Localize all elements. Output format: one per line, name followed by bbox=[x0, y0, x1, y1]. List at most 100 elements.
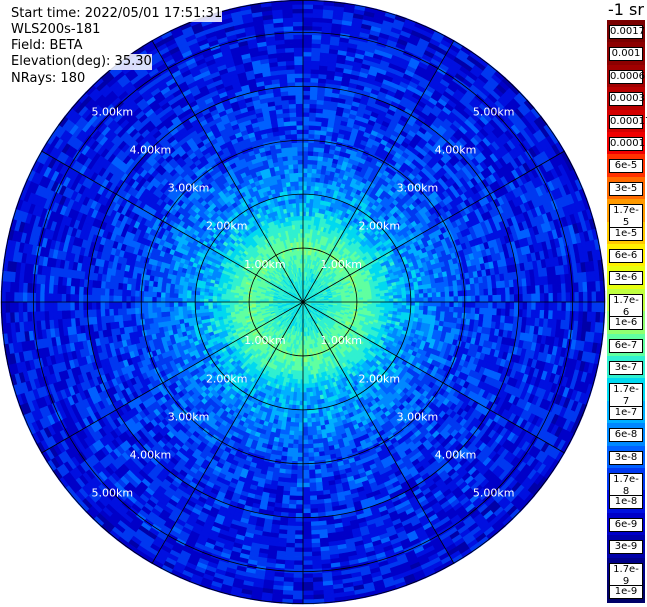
beta-cell bbox=[561, 301, 567, 312]
beta-cell bbox=[531, 293, 537, 303]
beta-cell bbox=[548, 301, 554, 312]
beta-cell bbox=[308, 133, 316, 139]
beta-cell bbox=[526, 285, 532, 295]
beta-cell bbox=[302, 211, 307, 217]
beta-cell bbox=[431, 292, 437, 298]
beta-cell bbox=[311, 34, 322, 40]
beta-cell bbox=[384, 295, 390, 300]
beta-cell bbox=[302, 189, 308, 195]
beta-cell bbox=[401, 305, 407, 310]
beta-cell bbox=[526, 301, 532, 311]
beta-cell bbox=[312, 159, 319, 166]
beta-cell bbox=[313, 146, 320, 153]
beta-cell bbox=[302, 34, 313, 40]
beta-cell bbox=[492, 301, 498, 310]
beta-cell bbox=[544, 301, 550, 311]
beta-cell bbox=[474, 289, 481, 297]
beta-cell bbox=[539, 309, 545, 320]
beta-cell bbox=[453, 290, 459, 298]
beta-cell bbox=[452, 312, 459, 319]
beta-cell bbox=[448, 311, 454, 319]
beta-cell bbox=[526, 293, 532, 303]
beta-cell bbox=[466, 289, 472, 297]
beta-cell bbox=[414, 293, 420, 299]
beta-cell bbox=[311, 38, 322, 45]
beta-cell bbox=[302, 202, 307, 208]
beta-cell bbox=[440, 306, 446, 313]
beta-cell bbox=[397, 298, 403, 303]
beta-cell bbox=[522, 293, 528, 303]
beta-cell bbox=[427, 288, 433, 294]
beta-cell bbox=[444, 291, 450, 298]
beta-cell bbox=[560, 310, 567, 321]
beta-cell bbox=[419, 297, 425, 303]
beta-cell bbox=[302, 219, 307, 225]
beta-cell bbox=[548, 292, 554, 303]
beta-cell bbox=[513, 301, 520, 310]
beta-cell bbox=[422, 310, 429, 316]
beta-cell bbox=[544, 293, 550, 303]
beta-cell bbox=[500, 287, 506, 296]
beta-cell bbox=[414, 301, 420, 307]
beta-cell bbox=[444, 296, 450, 303]
beta-cell bbox=[310, 64, 320, 70]
beta-cell bbox=[435, 311, 442, 317]
beta-cell bbox=[302, 163, 309, 169]
beta-cell bbox=[436, 301, 442, 308]
beta-cell bbox=[302, 133, 310, 139]
beta-cell bbox=[302, 60, 312, 66]
beta-cell bbox=[302, 90, 311, 96]
beta-cell bbox=[302, 73, 312, 79]
beta-cell bbox=[418, 305, 425, 311]
beta-cell bbox=[513, 294, 520, 303]
beta-cell bbox=[414, 305, 420, 311]
beta-cell bbox=[595, 291, 601, 303]
beta-cell bbox=[302, 77, 312, 83]
beta-cell bbox=[307, 163, 313, 169]
beta-cell bbox=[302, 155, 309, 161]
beta-cell bbox=[302, 167, 308, 173]
beta-cell bbox=[539, 301, 545, 311]
beta-cell bbox=[309, 107, 317, 113]
beta-cell bbox=[302, 81, 311, 87]
beta-cell bbox=[302, 150, 309, 156]
beta-cell bbox=[488, 295, 494, 303]
beta-cell bbox=[302, 94, 311, 100]
beta-cell bbox=[310, 68, 320, 75]
beta-cell bbox=[307, 168, 313, 174]
beta-cell bbox=[310, 77, 319, 83]
beta-cell bbox=[436, 306, 442, 312]
beta-cell bbox=[492, 308, 498, 316]
beta-cell bbox=[556, 283, 563, 294]
beta-cell bbox=[431, 306, 437, 312]
beta-cell bbox=[466, 307, 472, 315]
beta-cell bbox=[483, 308, 489, 316]
beta-cell bbox=[310, 60, 321, 66]
beta-cell bbox=[504, 287, 511, 296]
beta-cell bbox=[475, 295, 481, 303]
beta-cell bbox=[470, 307, 476, 315]
beta-cell bbox=[311, 42, 322, 49]
beta-cell bbox=[312, 151, 320, 157]
beta-cell bbox=[375, 298, 381, 303]
beta-cell bbox=[539, 293, 545, 303]
beta-cell bbox=[405, 305, 412, 310]
beta-cell bbox=[405, 294, 412, 299]
beta-cell bbox=[547, 310, 554, 320]
beta-cell bbox=[375, 296, 381, 300]
beta-cell bbox=[435, 287, 442, 293]
beta-cell bbox=[436, 292, 442, 298]
beta-cell bbox=[302, 64, 312, 70]
beta-cell bbox=[423, 292, 429, 299]
beta-cell bbox=[501, 301, 507, 310]
beta-cell bbox=[496, 301, 502, 310]
beta-cell bbox=[307, 150, 314, 156]
beta-cell bbox=[312, 155, 319, 161]
beta-cell bbox=[565, 310, 571, 321]
beta-cell bbox=[526, 309, 532, 319]
beta-cell bbox=[308, 120, 316, 126]
beta-cell bbox=[427, 297, 433, 303]
beta-cell bbox=[312, 163, 318, 170]
beta-cell bbox=[302, 120, 310, 126]
beta-cell bbox=[302, 159, 309, 165]
